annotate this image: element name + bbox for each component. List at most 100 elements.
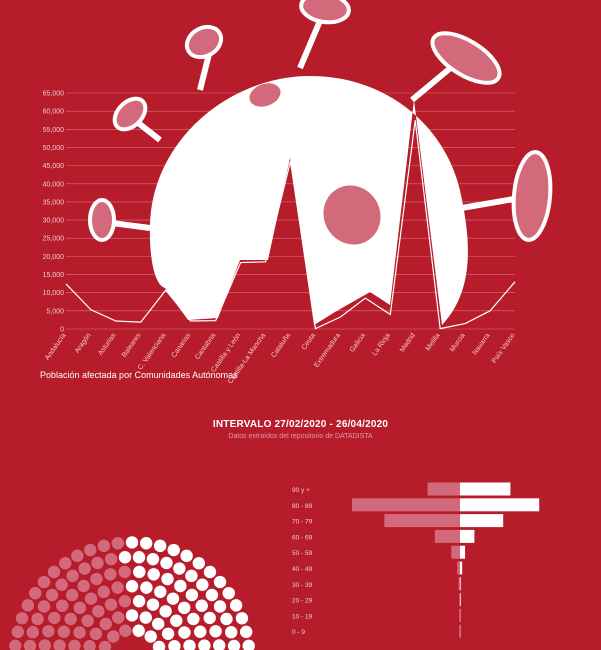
waffle-dot xyxy=(29,586,42,600)
waffle-dot xyxy=(97,585,110,599)
pyramid-bar-left xyxy=(459,593,460,607)
waffle-dot xyxy=(235,612,249,625)
y-tick-label: 25,000 xyxy=(43,236,65,243)
waffle-dot xyxy=(146,552,160,566)
x-tick-label: Cataluña xyxy=(270,332,292,359)
waffle-dot xyxy=(229,599,243,612)
waffle-dot xyxy=(139,537,153,550)
waffle-dot xyxy=(159,605,172,618)
x-tick-label: Melilla xyxy=(425,332,442,352)
waffle-dot xyxy=(220,612,233,626)
waffle-dot xyxy=(112,611,125,624)
y-tick-label: 65,000 xyxy=(43,91,65,98)
waffle-dot xyxy=(57,625,71,638)
waffle-dot xyxy=(213,575,227,589)
pyramid-bar-right xyxy=(460,482,511,496)
pyramid-bar-right xyxy=(460,545,466,559)
x-tick-label: Madrid xyxy=(399,332,417,354)
waffle-dot xyxy=(213,600,227,613)
pyramid-bar-left xyxy=(434,529,460,543)
y-tick-label: 30,000 xyxy=(43,218,65,225)
waffle-dot xyxy=(90,572,103,586)
x-tick-label: Andalucía xyxy=(44,332,68,362)
waffle-dot xyxy=(78,562,91,575)
pyramid-bar-right xyxy=(460,561,463,575)
waffle-dot xyxy=(209,625,222,638)
x-tick-label: Canarias xyxy=(171,332,193,359)
x-tick-label: Cantabria xyxy=(194,332,217,361)
waffle-dot xyxy=(15,612,29,625)
waffle-dot xyxy=(118,595,132,608)
waffle-dot xyxy=(31,612,44,626)
pyramid-bar-left xyxy=(457,561,460,575)
waffle-semicircle xyxy=(9,536,255,650)
interval-subtitle: Datos extraídos del repositorio de DATAD… xyxy=(228,433,373,440)
waffle-dot xyxy=(193,625,207,638)
waffle-dot xyxy=(195,599,208,612)
y-tick-label: 45,000 xyxy=(43,163,65,170)
age-pyramid: 90 y + 80 - 89 70 - 79 60 - 69 50 - 59 40 - 4… xyxy=(292,482,540,638)
waffle-dot xyxy=(180,549,193,563)
waffle-dot xyxy=(160,556,173,570)
y-tick-label: 10,000 xyxy=(43,290,65,297)
waffle-dot xyxy=(89,627,103,640)
waffle-dot xyxy=(83,640,96,650)
x-tick-label: Galicia xyxy=(349,332,367,354)
waffle-dot xyxy=(118,565,131,579)
waffle-dot xyxy=(99,617,112,631)
y-tick-label: 0 xyxy=(60,327,64,334)
y-tick-label: 5,000 xyxy=(46,308,64,315)
waffle-dot xyxy=(185,588,199,602)
waffle-dot xyxy=(84,592,98,605)
waffle-dot xyxy=(84,543,97,557)
age-label: 0 - 9 xyxy=(292,629,305,636)
waffle-dot xyxy=(58,557,72,570)
waffle-dot xyxy=(125,609,139,622)
waffle-dot xyxy=(166,592,180,605)
age-label: 90 y + xyxy=(292,487,310,494)
waffle-dot xyxy=(37,575,51,589)
waffle-dot xyxy=(91,556,104,570)
waffle-dot xyxy=(174,579,187,593)
waffle-dot xyxy=(104,552,118,566)
waffle-dot xyxy=(26,626,40,639)
age-label: 20 - 29 xyxy=(292,598,313,605)
y-tick-label: 55,000 xyxy=(43,127,65,134)
age-label: 30 - 39 xyxy=(292,582,313,589)
waffle-dot xyxy=(152,640,166,650)
waffle-dot xyxy=(107,630,120,643)
waffle-dot xyxy=(222,586,235,600)
waffle-dot xyxy=(73,626,86,639)
waffle-dot xyxy=(183,639,196,650)
y-tick-label: 20,000 xyxy=(43,254,65,261)
waffle-dot xyxy=(68,639,81,650)
y-tick-label: 50,000 xyxy=(43,145,65,152)
age-label: 80 - 89 xyxy=(292,503,313,510)
x-tick-label: La Rioja xyxy=(371,332,392,357)
pyramid-bar-right xyxy=(460,498,540,512)
waffle-dot xyxy=(66,569,79,583)
waffle-dot xyxy=(104,598,118,611)
waffle-dot xyxy=(55,578,68,591)
waffle-dot xyxy=(132,595,146,608)
waffle-dot xyxy=(224,626,238,639)
waffle-dot xyxy=(161,627,175,640)
waffle-dot xyxy=(203,565,217,579)
waffle-dot xyxy=(227,639,241,650)
waffle-dot xyxy=(167,543,180,557)
age-label: 60 - 69 xyxy=(292,534,313,541)
chart-title: Población afectada por Comunidades Autón… xyxy=(40,370,238,380)
waffle-dot xyxy=(104,568,117,581)
waffle-dot xyxy=(187,612,200,626)
waffle-dot xyxy=(119,624,132,637)
waffle-dot xyxy=(153,539,167,553)
waffle-dot xyxy=(64,612,77,626)
waffle-dot xyxy=(47,565,61,579)
waffle-dot xyxy=(173,562,186,575)
y-tick-label: 35,000 xyxy=(43,199,65,206)
y-axis: 0 5,000 10,000 15,000 20,000 25,000 30,000 35,0… xyxy=(43,91,65,334)
waffle-dot xyxy=(92,605,105,618)
waffle-dot xyxy=(23,639,37,650)
waffle-dot xyxy=(161,572,174,586)
